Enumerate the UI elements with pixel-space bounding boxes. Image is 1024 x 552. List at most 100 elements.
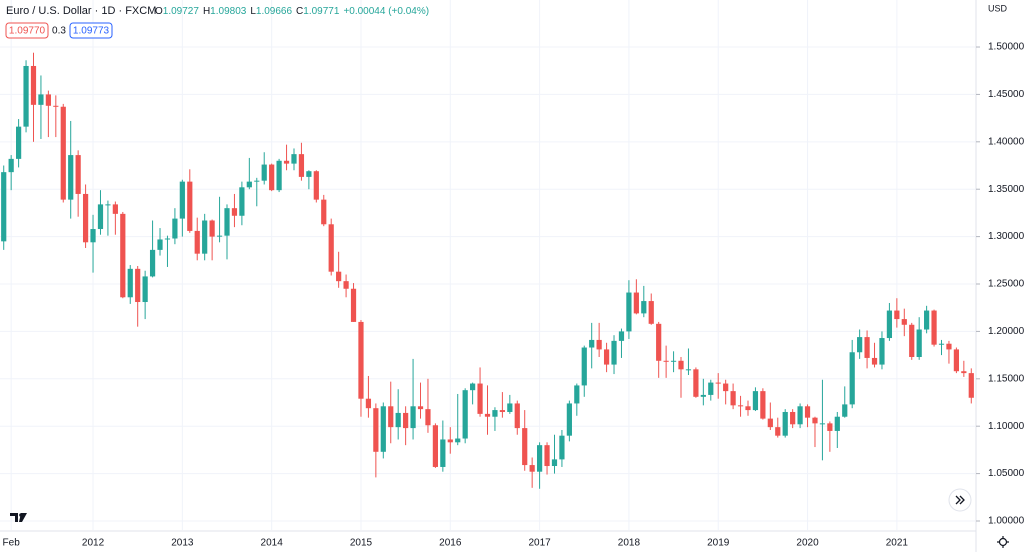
ohlc-label: L xyxy=(250,6,256,17)
candle-body xyxy=(484,413,491,417)
candle-body xyxy=(82,193,89,243)
scroll-button[interactable] xyxy=(948,488,972,512)
candle-body xyxy=(336,271,342,282)
settings-spokes[interactable] xyxy=(997,536,1009,548)
candle-body xyxy=(544,445,550,467)
candle-body xyxy=(760,391,766,419)
candle-body xyxy=(90,229,96,243)
candle-body xyxy=(522,428,528,466)
ohlc-value: 1.09771 xyxy=(303,6,340,17)
price-box-label: 1.09770 xyxy=(9,26,46,37)
candle-body xyxy=(202,220,208,254)
candle-body xyxy=(16,126,22,159)
candle-body xyxy=(618,331,625,341)
candle-body xyxy=(857,337,863,353)
candle-body xyxy=(708,382,714,395)
candle-body xyxy=(849,352,855,405)
candle-body xyxy=(670,360,677,362)
candle-body xyxy=(283,160,290,164)
y-tick-label: 1.05000 xyxy=(988,468,1024,479)
candle-body xyxy=(343,281,349,289)
candle-body xyxy=(172,218,178,239)
candle-body xyxy=(596,339,602,350)
candle-body xyxy=(127,268,133,298)
candle-body xyxy=(45,94,51,106)
candle-body xyxy=(350,288,357,322)
ohlc-value: 1.09666 xyxy=(256,6,293,17)
grid xyxy=(0,0,975,530)
candle-body xyxy=(968,373,974,398)
candle-body xyxy=(641,301,647,314)
y-tick-label: 1.35000 xyxy=(988,184,1024,195)
candle-body xyxy=(157,239,163,250)
candle-body xyxy=(254,180,260,182)
candle-body xyxy=(216,235,223,237)
candle-body xyxy=(8,158,14,173)
symbol-title: Euro / U.S. Dollar · 1D · FXCM xyxy=(6,5,156,17)
candle-body xyxy=(574,385,580,404)
candle-body xyxy=(864,337,870,358)
ohlc-value: 1.09803 xyxy=(210,6,247,17)
candle-body xyxy=(38,94,44,105)
y-tick-label: 1.10000 xyxy=(988,421,1024,432)
candle-body xyxy=(663,360,669,362)
candle-body xyxy=(752,391,759,411)
settings-button[interactable] xyxy=(997,536,1009,548)
candle-body xyxy=(321,199,327,225)
tradingview-logo xyxy=(10,513,27,522)
currency-label: USD xyxy=(988,3,1008,13)
candle-body xyxy=(514,403,520,429)
candle-body xyxy=(395,412,401,428)
candle-body xyxy=(961,371,967,374)
y-tick-label: 1.45000 xyxy=(988,89,1024,100)
candle-body xyxy=(685,369,692,371)
scroll-icon[interactable] xyxy=(955,495,965,505)
candle-body xyxy=(871,357,878,365)
candle-body xyxy=(834,416,840,431)
candle-body xyxy=(782,411,788,436)
y-tick-label: 1.00000 xyxy=(988,516,1024,527)
candle-body xyxy=(916,329,922,357)
candle-body xyxy=(812,417,818,424)
x-tick-label: 2013 xyxy=(171,538,194,549)
candle-body xyxy=(291,154,297,164)
candle-body xyxy=(626,292,632,332)
candle-body xyxy=(53,105,59,107)
y-tick-label: 1.30000 xyxy=(988,231,1024,242)
candle-body xyxy=(953,349,959,372)
candle-body xyxy=(931,310,937,345)
candle-body xyxy=(231,208,238,216)
candle-body xyxy=(105,204,111,206)
candle-body xyxy=(97,204,104,230)
ohlc-value: 1.09727 xyxy=(163,6,200,17)
candle-body xyxy=(492,410,498,417)
x-tick-label: 2015 xyxy=(350,538,373,549)
candle-body xyxy=(723,383,729,392)
candle-body xyxy=(30,65,37,105)
candle-body xyxy=(179,181,185,219)
plot-area xyxy=(1,52,974,489)
legend-header: Euro / U.S. Dollar · 1D · FXCM O1.09727 H… xyxy=(5,5,429,39)
candle-body xyxy=(909,324,915,357)
candle-body xyxy=(827,423,833,431)
candle-body xyxy=(551,459,558,467)
x-tick-label: 2019 xyxy=(707,538,730,549)
candle-body xyxy=(298,154,305,177)
candle-body xyxy=(678,360,684,370)
candle-body xyxy=(239,187,245,216)
candle-body xyxy=(559,435,565,460)
ohlc-label: O xyxy=(155,6,163,17)
candle-body xyxy=(894,310,900,320)
candle-body xyxy=(306,171,312,177)
y-tick-label: 1.20000 xyxy=(988,326,1024,337)
candle-body xyxy=(603,349,610,365)
ohlc-values: O1.09727 H1.09803 L1.09666 C1.09771 +0.00044… xyxy=(155,6,429,17)
candle-body xyxy=(470,383,476,391)
candle-body xyxy=(745,406,751,411)
candle-body xyxy=(529,465,535,472)
x-tick-label: 2016 xyxy=(439,538,462,549)
price-box xyxy=(69,22,113,39)
settings-icon[interactable] xyxy=(998,537,1008,547)
candle-body xyxy=(611,340,617,365)
